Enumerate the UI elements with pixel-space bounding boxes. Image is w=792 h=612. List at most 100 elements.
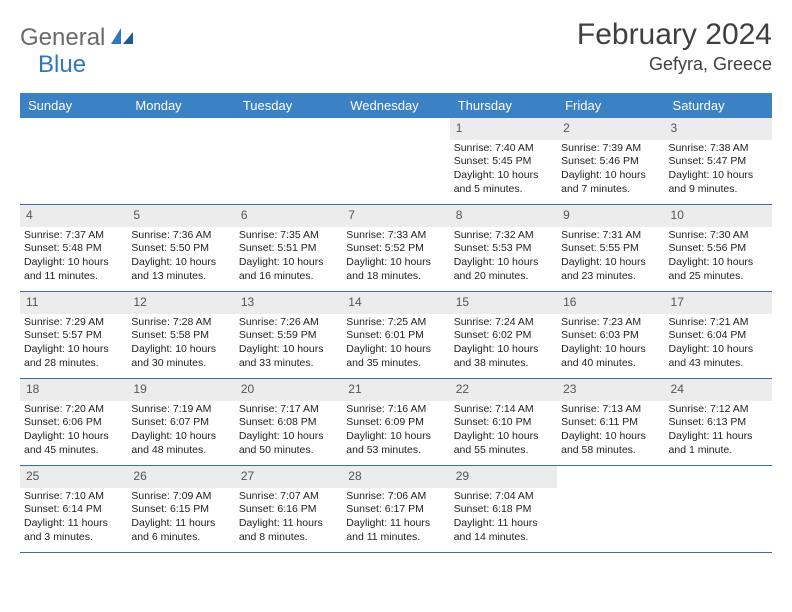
day-body: Sunrise: 7:17 AMSunset: 6:08 PMDaylight:… — [235, 403, 342, 462]
sunset-text: Sunset: 6:17 PM — [346, 503, 445, 517]
weekday-header: Sunday — [20, 93, 127, 118]
sunset-text: Sunset: 5:59 PM — [239, 329, 338, 343]
sunset-text: Sunset: 6:07 PM — [131, 416, 230, 430]
day-number: 19 — [127, 379, 234, 401]
day-number: 7 — [342, 205, 449, 227]
day-body: Sunrise: 7:38 AMSunset: 5:47 PMDaylight:… — [665, 142, 772, 201]
day-body: Sunrise: 7:28 AMSunset: 5:58 PMDaylight:… — [127, 316, 234, 375]
day-number: 6 — [235, 205, 342, 227]
day-number: 17 — [665, 292, 772, 314]
day-body: Sunrise: 7:21 AMSunset: 6:04 PMDaylight:… — [665, 316, 772, 375]
day-body: Sunrise: 7:10 AMSunset: 6:14 PMDaylight:… — [20, 490, 127, 549]
sunrise-text: Sunrise: 7:09 AM — [131, 490, 230, 504]
sunset-text: Sunset: 6:06 PM — [24, 416, 123, 430]
sunset-text: Sunset: 5:46 PM — [561, 155, 660, 169]
week-row: 4Sunrise: 7:37 AMSunset: 5:48 PMDaylight… — [20, 205, 772, 292]
daylight-text: Daylight: 11 hours and 8 minutes. — [239, 517, 338, 544]
weekday-header-row: SundayMondayTuesdayWednesdayThursdayFrid… — [20, 93, 772, 118]
day-number: 26 — [127, 466, 234, 488]
sunrise-text: Sunrise: 7:28 AM — [131, 316, 230, 330]
day-number: 1 — [450, 118, 557, 140]
daylight-text: Daylight: 10 hours and 18 minutes. — [346, 256, 445, 283]
location: Gefyra, Greece — [577, 54, 772, 75]
daylight-text: Daylight: 10 hours and 20 minutes. — [454, 256, 553, 283]
day-body: Sunrise: 7:24 AMSunset: 6:02 PMDaylight:… — [450, 316, 557, 375]
sunset-text: Sunset: 5:53 PM — [454, 242, 553, 256]
day-number: 15 — [450, 292, 557, 314]
sunrise-text: Sunrise: 7:24 AM — [454, 316, 553, 330]
day-body: Sunrise: 7:30 AMSunset: 5:56 PMDaylight:… — [665, 229, 772, 288]
daylight-text: Daylight: 10 hours and 40 minutes. — [561, 343, 660, 370]
day-cell: 23Sunrise: 7:13 AMSunset: 6:11 PMDayligh… — [557, 379, 664, 465]
daylight-text: Daylight: 10 hours and 38 minutes. — [454, 343, 553, 370]
day-cell: 13Sunrise: 7:26 AMSunset: 5:59 PMDayligh… — [235, 292, 342, 378]
day-cell: 28Sunrise: 7:06 AMSunset: 6:17 PMDayligh… — [342, 466, 449, 552]
day-number: 21 — [342, 379, 449, 401]
daylight-text: Daylight: 10 hours and 48 minutes. — [131, 430, 230, 457]
sunrise-text: Sunrise: 7:40 AM — [454, 142, 553, 156]
day-number: 11 — [20, 292, 127, 314]
day-body: Sunrise: 7:09 AMSunset: 6:15 PMDaylight:… — [127, 490, 234, 549]
daylight-text: Daylight: 10 hours and 33 minutes. — [239, 343, 338, 370]
sunrise-text: Sunrise: 7:16 AM — [346, 403, 445, 417]
day-cell: 22Sunrise: 7:14 AMSunset: 6:10 PMDayligh… — [450, 379, 557, 465]
day-number: 29 — [450, 466, 557, 488]
day-cell: 8Sunrise: 7:32 AMSunset: 5:53 PMDaylight… — [450, 205, 557, 291]
sunset-text: Sunset: 6:13 PM — [669, 416, 768, 430]
sunrise-text: Sunrise: 7:04 AM — [454, 490, 553, 504]
day-number: 5 — [127, 205, 234, 227]
daylight-text: Daylight: 10 hours and 53 minutes. — [346, 430, 445, 457]
daylight-text: Daylight: 11 hours and 6 minutes. — [131, 517, 230, 544]
day-body: Sunrise: 7:06 AMSunset: 6:17 PMDaylight:… — [342, 490, 449, 549]
sunset-text: Sunset: 5:48 PM — [24, 242, 123, 256]
day-number: 3 — [665, 118, 772, 140]
sunrise-text: Sunrise: 7:06 AM — [346, 490, 445, 504]
day-cell: 19Sunrise: 7:19 AMSunset: 6:07 PMDayligh… — [127, 379, 234, 465]
sunrise-text: Sunrise: 7:36 AM — [131, 229, 230, 243]
sunrise-text: Sunrise: 7:30 AM — [669, 229, 768, 243]
weekday-header: Wednesday — [342, 93, 449, 118]
day-body: Sunrise: 7:39 AMSunset: 5:46 PMDaylight:… — [557, 142, 664, 201]
sunrise-text: Sunrise: 7:12 AM — [669, 403, 768, 417]
daylight-text: Daylight: 10 hours and 45 minutes. — [24, 430, 123, 457]
daylight-text: Daylight: 10 hours and 11 minutes. — [24, 256, 123, 283]
day-body: Sunrise: 7:32 AMSunset: 5:53 PMDaylight:… — [450, 229, 557, 288]
sunrise-text: Sunrise: 7:20 AM — [24, 403, 123, 417]
day-number: 16 — [557, 292, 664, 314]
week-row: 25Sunrise: 7:10 AMSunset: 6:14 PMDayligh… — [20, 466, 772, 553]
day-cell: 0 — [20, 118, 127, 204]
day-cell: 10Sunrise: 7:30 AMSunset: 5:56 PMDayligh… — [665, 205, 772, 291]
sail-icon — [109, 26, 135, 51]
sunrise-text: Sunrise: 7:23 AM — [561, 316, 660, 330]
sunset-text: Sunset: 6:03 PM — [561, 329, 660, 343]
day-cell: 15Sunrise: 7:24 AMSunset: 6:02 PMDayligh… — [450, 292, 557, 378]
daylight-text: Daylight: 10 hours and 5 minutes. — [454, 169, 553, 196]
day-number: 28 — [342, 466, 449, 488]
day-body: Sunrise: 7:12 AMSunset: 6:13 PMDaylight:… — [665, 403, 772, 462]
day-cell: 12Sunrise: 7:28 AMSunset: 5:58 PMDayligh… — [127, 292, 234, 378]
day-body: Sunrise: 7:31 AMSunset: 5:55 PMDaylight:… — [557, 229, 664, 288]
sunset-text: Sunset: 6:15 PM — [131, 503, 230, 517]
weekday-header: Tuesday — [235, 93, 342, 118]
sunrise-text: Sunrise: 7:37 AM — [24, 229, 123, 243]
day-body: Sunrise: 7:04 AMSunset: 6:18 PMDaylight:… — [450, 490, 557, 549]
day-cell: 4Sunrise: 7:37 AMSunset: 5:48 PMDaylight… — [20, 205, 127, 291]
weekday-header: Friday — [557, 93, 664, 118]
daylight-text: Daylight: 10 hours and 30 minutes. — [131, 343, 230, 370]
day-cell: 5Sunrise: 7:36 AMSunset: 5:50 PMDaylight… — [127, 205, 234, 291]
week-row: 11Sunrise: 7:29 AMSunset: 5:57 PMDayligh… — [20, 292, 772, 379]
logo-word-general: General — [20, 24, 105, 52]
day-cell: 0 — [557, 466, 664, 552]
day-cell: 0 — [342, 118, 449, 204]
sunset-text: Sunset: 5:55 PM — [561, 242, 660, 256]
sunset-text: Sunset: 5:56 PM — [669, 242, 768, 256]
sunrise-text: Sunrise: 7:14 AM — [454, 403, 553, 417]
day-cell: 14Sunrise: 7:25 AMSunset: 6:01 PMDayligh… — [342, 292, 449, 378]
day-cell: 18Sunrise: 7:20 AMSunset: 6:06 PMDayligh… — [20, 379, 127, 465]
sunrise-text: Sunrise: 7:31 AM — [561, 229, 660, 243]
day-body: Sunrise: 7:36 AMSunset: 5:50 PMDaylight:… — [127, 229, 234, 288]
sunset-text: Sunset: 6:14 PM — [24, 503, 123, 517]
sunset-text: Sunset: 6:10 PM — [454, 416, 553, 430]
sunrise-text: Sunrise: 7:33 AM — [346, 229, 445, 243]
day-cell: 3Sunrise: 7:38 AMSunset: 5:47 PMDaylight… — [665, 118, 772, 204]
